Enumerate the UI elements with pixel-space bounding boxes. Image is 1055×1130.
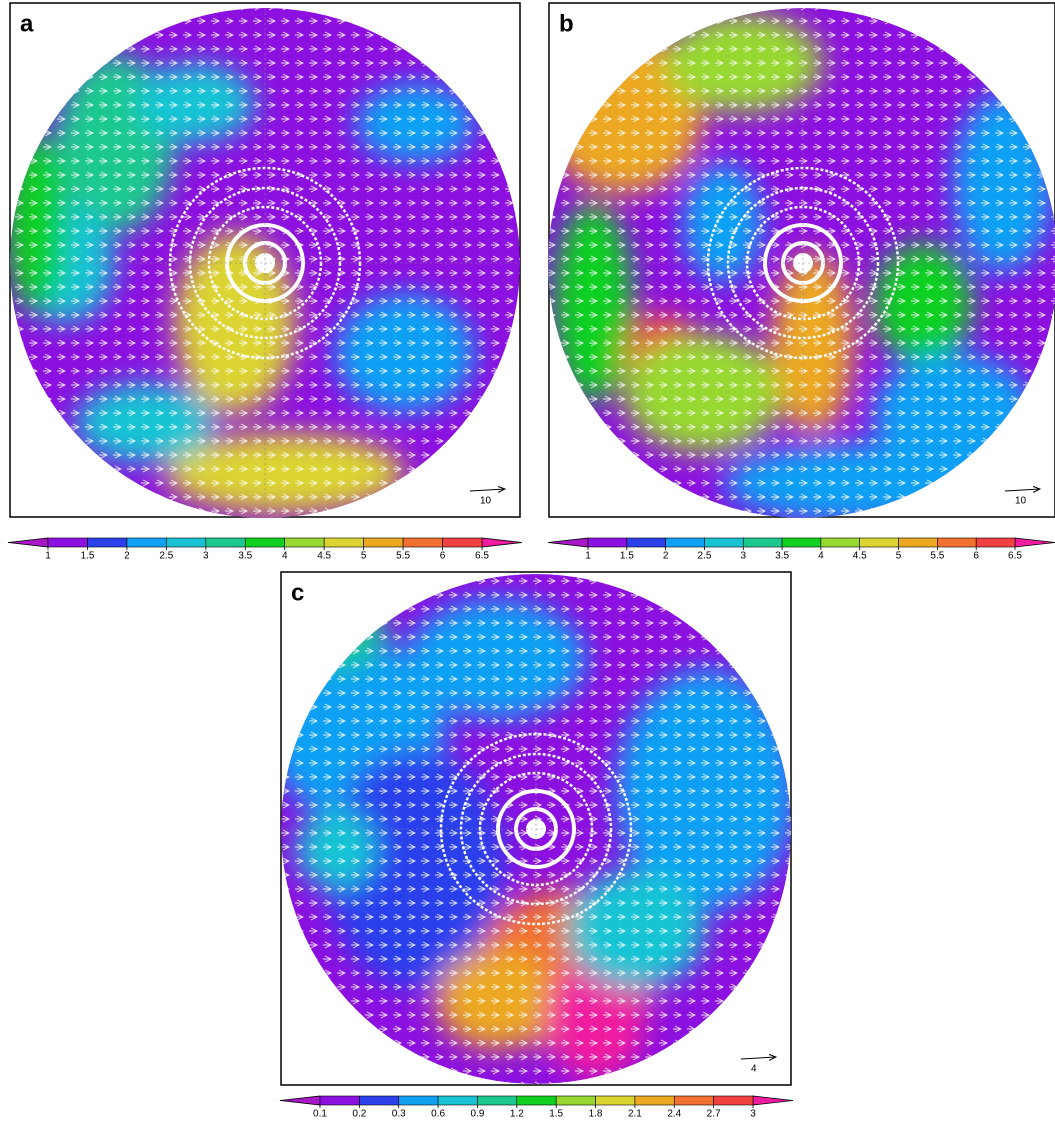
colorbar-segment: [666, 538, 705, 547]
colorbar-tick-label: 1.2: [510, 1109, 524, 1120]
colorbar-tick-label: 4: [818, 551, 824, 562]
colorbar-tick-label: 3: [203, 551, 209, 562]
colorbar-tick-label: 1.5: [81, 551, 95, 562]
colorbar-tick-label: 3.5: [775, 551, 789, 562]
colorbar-tick-label: 1: [585, 551, 591, 562]
colorbar-segment: [87, 538, 126, 547]
colorbar-end: [753, 1096, 793, 1105]
colorbar-segment: [320, 1096, 359, 1105]
colorbar-segment: [324, 538, 363, 547]
colorbar-segment: [860, 538, 899, 547]
colorbar-end: [8, 538, 48, 547]
colorbar-segment: [48, 538, 87, 547]
colorbar-segment: [714, 1096, 753, 1105]
colorbar-segment: [937, 538, 976, 547]
colorbar-tick-label: 6.5: [475, 551, 489, 562]
panel-label: b: [559, 10, 574, 37]
colorbar-end: [1015, 538, 1055, 547]
colorbar-segment: [674, 1096, 713, 1105]
colorbar-tick-label: 1: [45, 551, 51, 562]
colorbar-end: [280, 1096, 320, 1105]
colorbar-tick-label: 3.5: [238, 551, 252, 562]
map-panel: a 10: [5, 3, 520, 518]
colorbar-segment: [364, 538, 403, 547]
colorbar-segment: [627, 538, 666, 547]
colorbar-tick-label: 3: [740, 551, 746, 562]
reference-label: 10: [480, 496, 492, 507]
colorbar-segment: [704, 538, 743, 547]
colorbar-tick-label: 3: [750, 1109, 756, 1120]
colorbar-tick-label: 6: [440, 551, 446, 562]
colorbar-segment: [206, 538, 245, 547]
figure: a 10 1 1.5 2 2.5 3 3.5 4 4.5 5 5.5 6 6.5 b 10 1 1.5 2 2.5 3 3…: [0, 0, 1055, 1130]
colorbar: 1 1.5 2 2.5 3 3.5 4 4.5 5 5.5 6 6.5: [548, 538, 1055, 562]
colorbar-segment: [285, 538, 324, 547]
colorbar-segment: [477, 1096, 516, 1105]
colorbar-tick-label: 0.1: [313, 1109, 327, 1120]
colorbar-tick-label: 4: [282, 551, 288, 562]
colorbar-segment: [556, 1096, 595, 1105]
colorbar-tick-label: 5.5: [930, 551, 944, 562]
colorbar: 1 1.5 2 2.5 3 3.5 4 4.5 5 5.5 6 6.5: [8, 538, 522, 562]
colorbar-tick-label: 0.9: [471, 1109, 485, 1120]
colorbar-segment: [899, 538, 938, 547]
colorbar-segment: [443, 538, 482, 547]
colorbar-tick-label: 2.1: [628, 1109, 642, 1120]
colorbar-tick-label: 4.5: [317, 551, 331, 562]
colorbar-tick-label: 1.5: [549, 1109, 563, 1120]
page: a 10 1 1.5 2 2.5 3 3.5 4 4.5 5 5.5 6 6.5 b 10 1 1.5 2 2.5 3 3…: [0, 0, 1055, 1130]
colorbar-segment: [359, 1096, 398, 1105]
colorbar-segment: [821, 538, 860, 547]
map-panel: b 10: [543, 3, 1055, 523]
colorbar-segment: [245, 538, 284, 547]
colorbar-tick-label: 5.5: [396, 551, 410, 562]
map-panel: c4: [266, 572, 796, 1085]
colorbar-segment: [743, 538, 782, 547]
colorbar-tick-label: 2: [663, 551, 669, 562]
colorbar-end: [548, 538, 588, 547]
colorbar: 0.1 0.2 0.3 0.6 0.9 1.2 1.5 1.8 2.1 2.4 2.7 3: [280, 1096, 793, 1120]
colorbar-tick-label: 6: [973, 551, 979, 562]
colorbar-segment: [166, 538, 205, 547]
colorbar-tick-label: 6.5: [1008, 551, 1022, 562]
colorbar-segment: [403, 538, 442, 547]
colorbar-tick-label: 0.6: [431, 1109, 445, 1120]
colorbar-tick-label: 0.3: [392, 1109, 406, 1120]
colorbar-tick-label: 2: [124, 551, 130, 562]
colorbar-tick-label: 1.5: [620, 551, 634, 562]
colorbar-segment: [438, 1096, 477, 1105]
colorbar-tick-label: 2.4: [667, 1109, 681, 1120]
colorbar-end: [482, 538, 522, 547]
colorbar-tick-label: 2.7: [707, 1109, 721, 1120]
colorbar-segment: [588, 538, 627, 547]
colorbar-segment: [782, 538, 821, 547]
colorbar-segment: [127, 538, 166, 547]
colorbar-segment: [596, 1096, 635, 1105]
colorbar-segment: [976, 538, 1015, 547]
colorbar-tick-label: 5: [361, 551, 367, 562]
colorbar-tick-label: 0.2: [352, 1109, 366, 1120]
colorbar-segment: [517, 1096, 556, 1105]
colorbar-segment: [635, 1096, 674, 1105]
colorbar-tick-label: 4.5: [853, 551, 867, 562]
panel-label: a: [20, 10, 34, 37]
colorbar-tick-label: 2.5: [159, 551, 173, 562]
panel-label: c: [291, 579, 304, 606]
colorbar-tick-label: 2.5: [698, 551, 712, 562]
reference-label: 10: [1015, 496, 1027, 507]
colorbar-tick-label: 5: [896, 551, 902, 562]
colorbar-segment: [399, 1096, 438, 1105]
colorbar-tick-label: 1.8: [589, 1109, 603, 1120]
reference-label: 4: [751, 1064, 757, 1075]
